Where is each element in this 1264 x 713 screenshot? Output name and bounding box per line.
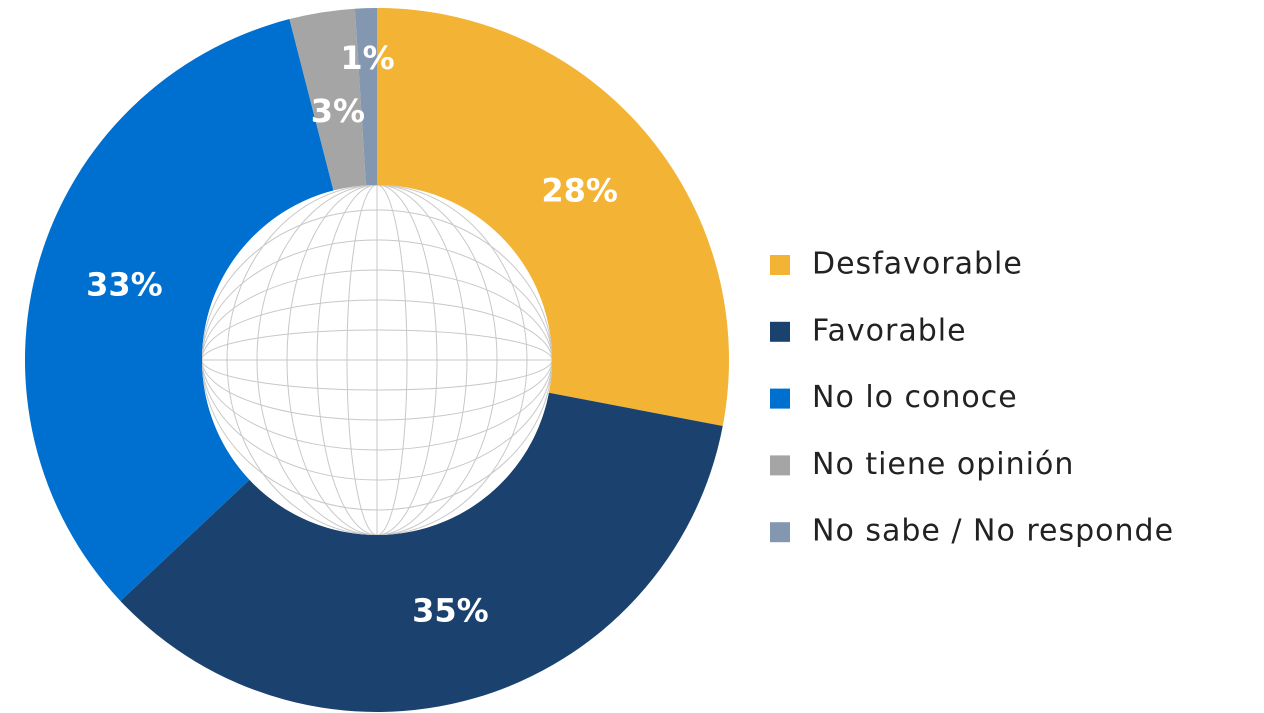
data-label: 28% — [541, 171, 618, 209]
legend-swatch — [770, 321, 790, 342]
hole-pattern — [202, 185, 552, 535]
legend-swatch — [770, 255, 790, 275]
legend-label: Favorable — [812, 313, 967, 348]
legend-swatch — [770, 388, 790, 409]
legend-label: Desfavorable — [812, 247, 1023, 282]
data-label: 35% — [412, 592, 489, 630]
data-label: 1% — [340, 39, 394, 77]
legend-label: No lo conoce — [812, 380, 1018, 415]
legend-label: No sabe / No responde — [812, 514, 1174, 549]
data-label: 3% — [311, 92, 365, 130]
data-label: 33% — [86, 266, 163, 304]
slice — [120, 392, 723, 713]
legend-swatch — [770, 522, 790, 543]
slice — [24, 19, 334, 601]
legend-label: No tiene opinión — [812, 447, 1074, 482]
slice — [354, 8, 377, 186]
legend-swatch — [770, 455, 790, 476]
slice — [377, 8, 729, 426]
slice — [289, 8, 367, 191]
